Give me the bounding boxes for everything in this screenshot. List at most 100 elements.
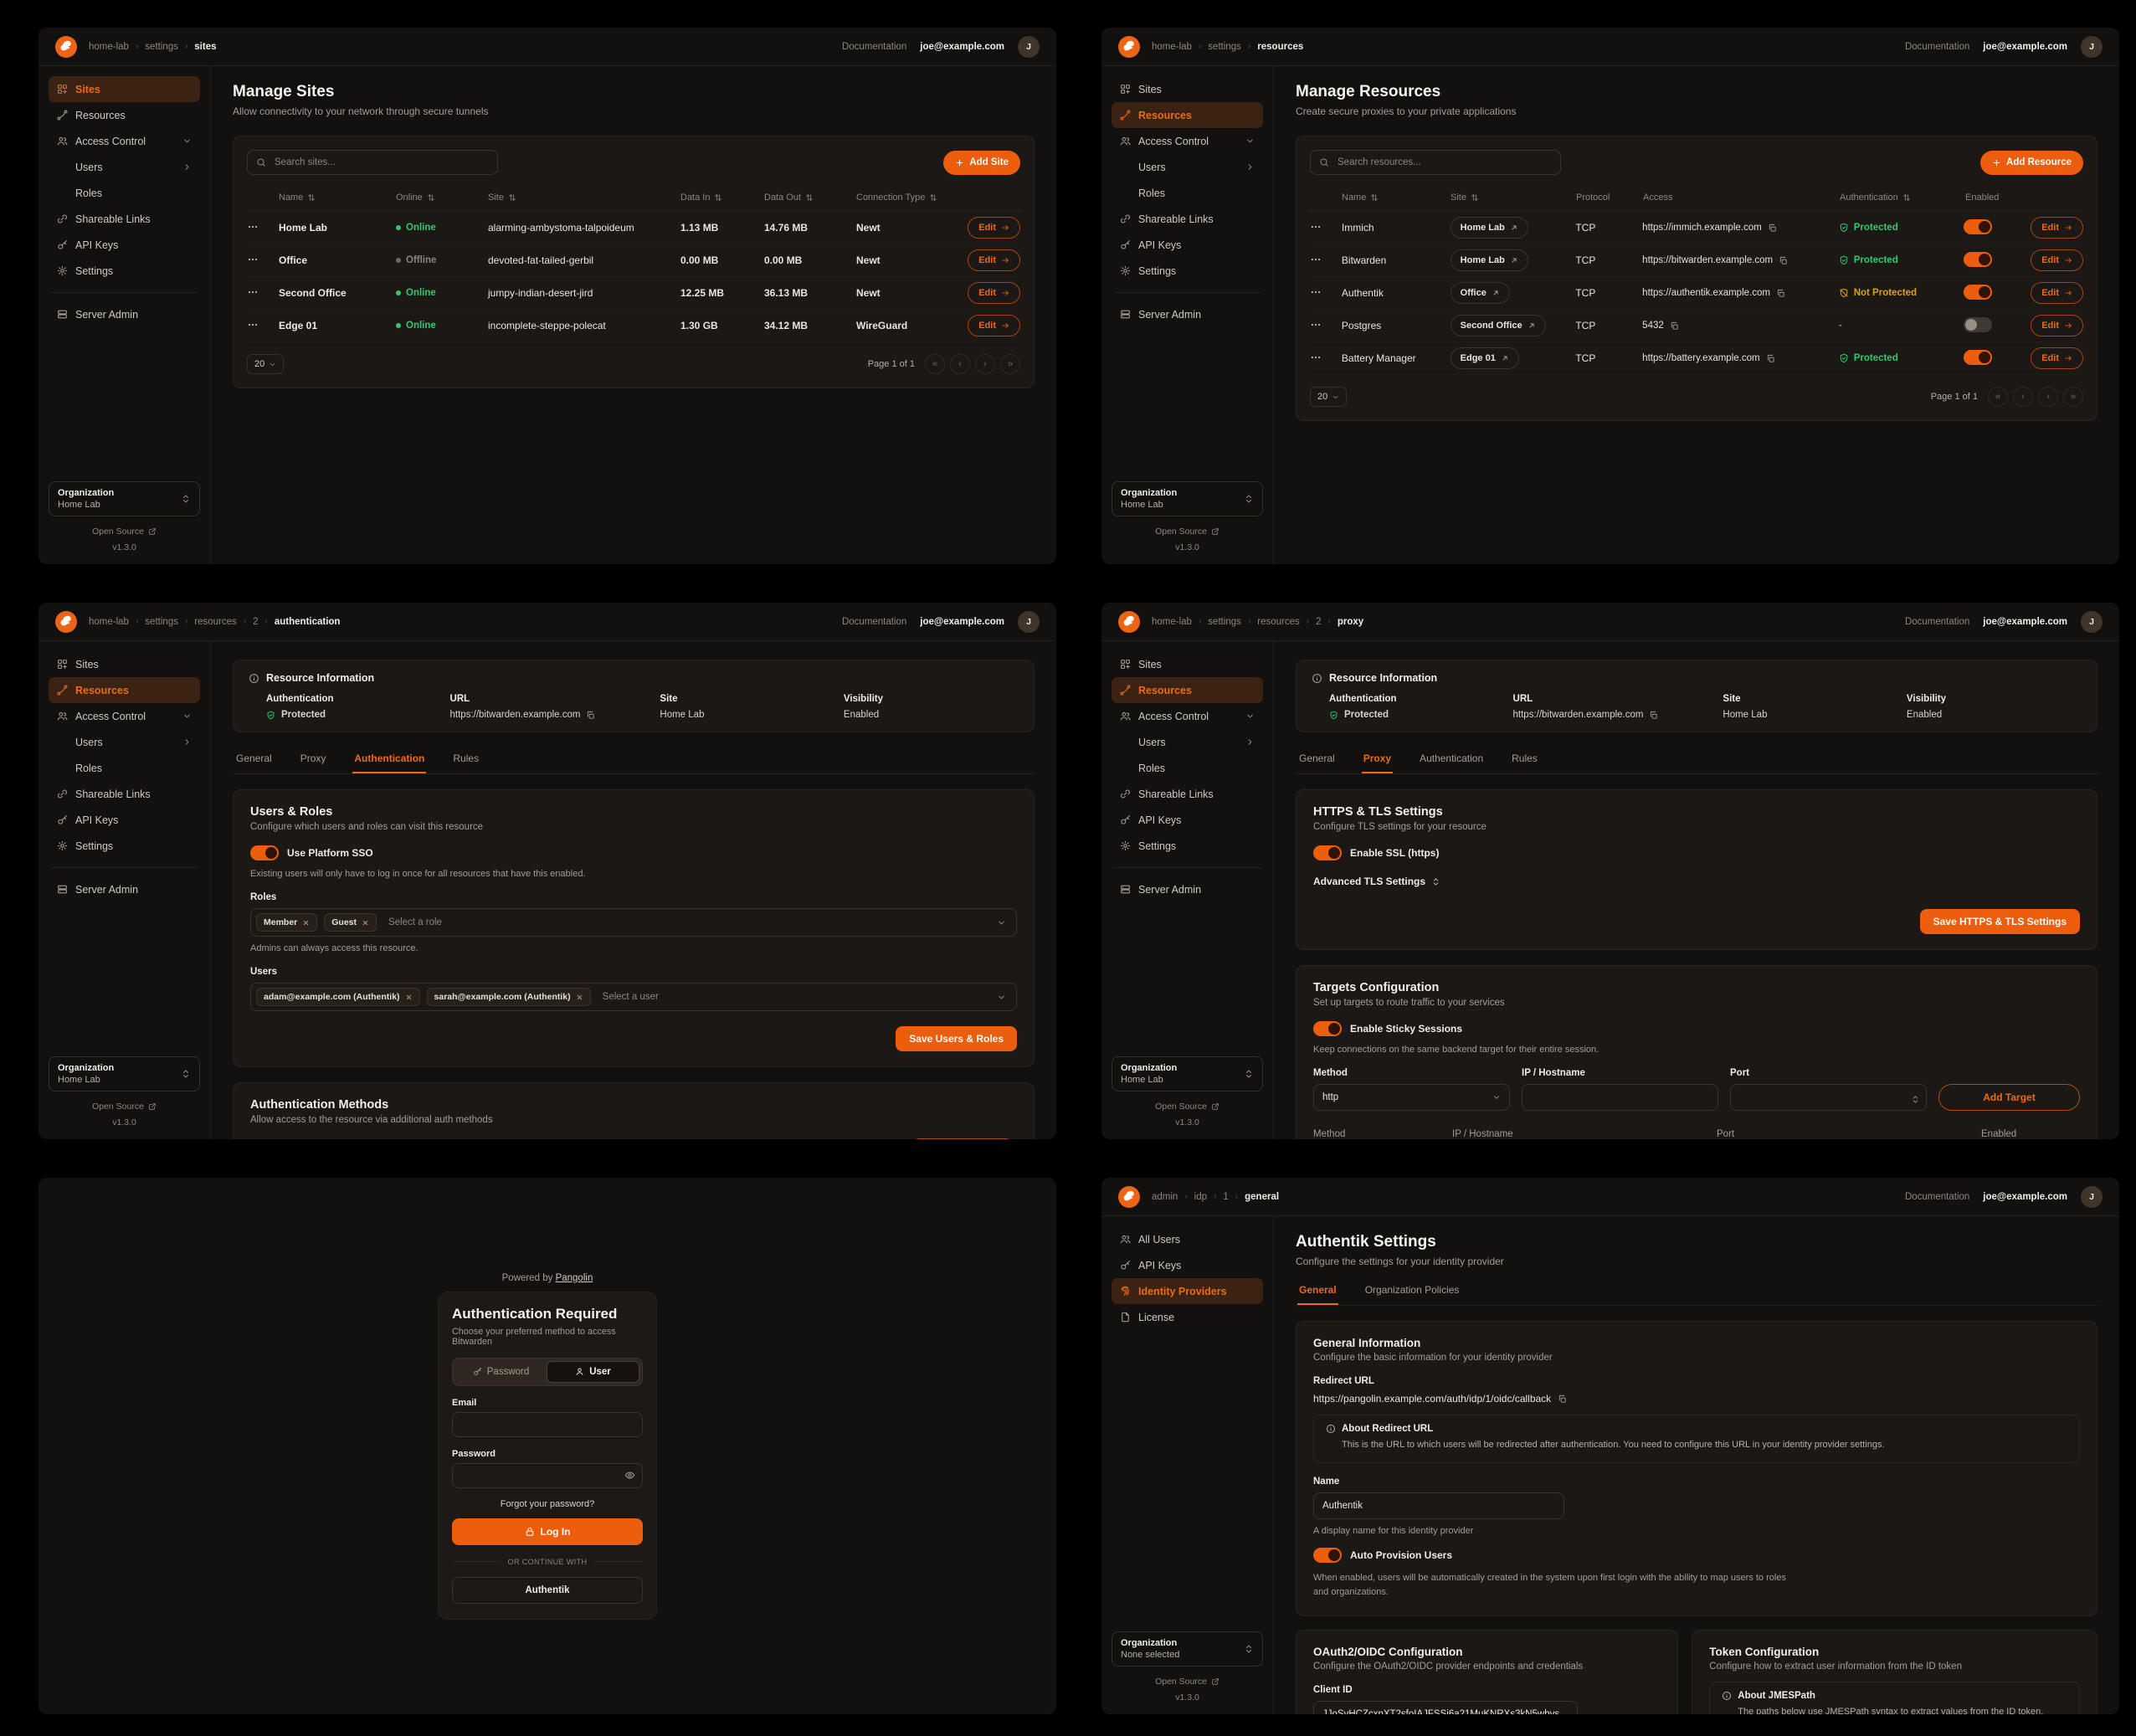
next-page-button[interactable]: › — [975, 354, 995, 374]
documentation-link[interactable]: Documentation — [841, 41, 907, 52]
avatar[interactable]: J — [2081, 1185, 2103, 1208]
password-field[interactable] — [452, 1462, 643, 1488]
col-site[interactable]: Site — [1451, 193, 1576, 203]
avatar[interactable]: J — [1018, 610, 1040, 633]
roles-multiselect[interactable]: Member Guest Select a role — [250, 908, 1017, 937]
organization-select[interactable]: Organization Home Lab — [49, 481, 200, 516]
copy-icon[interactable] — [1779, 256, 1788, 265]
site-link-pill[interactable]: Edge 01 — [1450, 347, 1519, 369]
authentik-sso-button[interactable]: Authentik — [452, 1576, 643, 1604]
avatar[interactable]: J — [1018, 35, 1040, 58]
sidebar-item-roles[interactable]: Roles — [1138, 762, 1165, 774]
add-resource-button[interactable]: Add Resource — [1980, 150, 2083, 175]
tab-authentication[interactable]: Authentication — [352, 747, 427, 773]
users-multiselect[interactable]: adam@example.com (Authentik) sarah@examp… — [250, 983, 1017, 1011]
sidebar-item-roles[interactable]: Roles — [75, 762, 102, 774]
page-size-select[interactable]: 20 — [247, 354, 285, 374]
sidebar-item-access-control[interactable]: Access Control — [1112, 128, 1263, 154]
tab-general[interactable]: General — [236, 752, 272, 764]
sidebar-item-sites[interactable]: Sites — [49, 76, 200, 102]
pangolin-logo-icon[interactable] — [1118, 36, 1140, 58]
close-icon[interactable] — [362, 919, 369, 927]
tab-user[interactable]: User — [547, 1360, 639, 1383]
tab-rules[interactable]: Rules — [453, 752, 480, 764]
col-name[interactable]: Name — [1342, 193, 1451, 203]
last-page-button[interactable]: » — [1000, 354, 1020, 374]
organization-select[interactable]: Organization Home Lab — [1112, 481, 1263, 516]
sidebar-item-api-keys[interactable]: API Keys — [49, 807, 200, 833]
copy-icon[interactable] — [1558, 1394, 1567, 1404]
remove-password-button[interactable]: Remove Password — [907, 1138, 1017, 1139]
tab-authentication[interactable]: Authentication — [1420, 752, 1484, 764]
forgot-password-link[interactable]: Forgot your password? — [500, 1498, 595, 1509]
pangolin-logo-icon[interactable] — [55, 611, 77, 633]
organization-select[interactable]: Organization Home Lab — [1112, 1056, 1263, 1091]
col-data-out[interactable]: Data Out — [764, 193, 856, 203]
sidebar-item-api-keys[interactable]: API Keys — [1112, 232, 1263, 258]
first-page-button[interactable]: « — [1988, 387, 2008, 407]
site-link-pill[interactable]: Office — [1450, 282, 1510, 304]
sidebar-item-resources[interactable]: Resources — [1112, 102, 1263, 128]
sidebar-item-users[interactable]: Users — [1112, 729, 1263, 755]
sidebar-item-settings[interactable]: Settings — [1112, 833, 1263, 859]
sidebar-item-server-admin[interactable]: Server Admin — [49, 301, 200, 327]
sidebar-item-sites[interactable]: Sites — [1112, 651, 1263, 677]
tab-general[interactable]: General — [1297, 1279, 1338, 1305]
breadcrumb-settings[interactable]: settings — [1208, 41, 1241, 52]
edit-button[interactable]: Edit — [968, 315, 1020, 336]
col-name[interactable]: Name — [279, 193, 396, 203]
log-in-button[interactable]: Log In — [452, 1518, 643, 1545]
copy-icon[interactable] — [1670, 321, 1679, 331]
sidebar-item-server-admin[interactable]: Server Admin — [1112, 876, 1263, 902]
first-page-button[interactable]: « — [925, 354, 945, 374]
enabled-toggle[interactable] — [1964, 284, 1993, 300]
enable-ssl-toggle[interactable] — [1313, 845, 1342, 860]
breadcrumb-settings[interactable]: settings — [145, 41, 178, 52]
pangolin-logo-icon[interactable] — [1118, 611, 1140, 633]
sidebar-item-roles[interactable]: Roles — [1138, 187, 1165, 199]
tab-proxy[interactable]: Proxy — [300, 752, 326, 764]
col-connection-type[interactable]: Connection Type — [856, 193, 965, 203]
open-source-link[interactable]: Open Source — [1155, 1102, 1207, 1112]
next-page-button[interactable]: › — [2038, 387, 2058, 407]
organization-select[interactable]: Organization Home Lab — [49, 1056, 200, 1091]
row-menu-button[interactable] — [247, 221, 279, 235]
sidebar-item-settings[interactable]: Settings — [49, 833, 200, 859]
pangolin-logo-icon[interactable] — [1118, 1186, 1140, 1208]
sidebar-item-api-keys[interactable]: API Keys — [1112, 807, 1263, 833]
documentation-link[interactable]: Documentation — [1904, 616, 1970, 627]
sidebar-item-api-keys[interactable]: API Keys — [49, 232, 200, 258]
client-id-input[interactable] — [1313, 1700, 1578, 1714]
enabled-toggle[interactable] — [1964, 218, 1993, 234]
avatar[interactable]: J — [2081, 610, 2103, 633]
organization-select[interactable]: Organization None selected — [1112, 1631, 1263, 1667]
sticky-sessions-toggle[interactable] — [1313, 1021, 1342, 1036]
avatar[interactable]: J — [2081, 35, 2103, 58]
sidebar-item-settings[interactable]: Settings — [1112, 258, 1263, 284]
breadcrumb-org[interactable]: home-lab — [1152, 41, 1192, 52]
site-link-pill[interactable]: Second Office — [1450, 315, 1546, 336]
copy-icon[interactable] — [1766, 354, 1775, 363]
tab-general[interactable]: General — [1299, 752, 1335, 764]
save-users-roles-button[interactable]: Save Users & Roles — [896, 1026, 1017, 1051]
close-icon[interactable] — [576, 994, 583, 1001]
sidebar-item-shareable-links[interactable]: Shareable Links — [49, 781, 200, 807]
open-source-link[interactable]: Open Source — [1155, 526, 1207, 537]
add-target-button[interactable]: Add Target — [1938, 1084, 2080, 1111]
tab-proxy[interactable]: Proxy — [1361, 747, 1394, 773]
sidebar-item-sites[interactable]: Sites — [1112, 76, 1263, 102]
edit-button[interactable]: Edit — [968, 217, 1020, 239]
col-authentication[interactable]: Authentication — [1840, 193, 1965, 203]
row-menu-button[interactable] — [1310, 352, 1342, 366]
copy-icon[interactable] — [1776, 289, 1785, 298]
col-online[interactable]: Online — [396, 193, 488, 203]
col-site[interactable]: Site — [488, 193, 680, 203]
save-https-tls-button[interactable]: Save HTTPS & TLS Settings — [1919, 909, 2080, 934]
copy-icon[interactable] — [1768, 223, 1777, 233]
enabled-toggle[interactable] — [1964, 251, 1993, 267]
row-menu-button[interactable] — [247, 254, 279, 268]
edit-button[interactable]: Edit — [2031, 282, 2083, 304]
tab-password[interactable]: Password — [455, 1361, 547, 1383]
edit-button[interactable]: Edit — [2031, 315, 2083, 336]
sidebar-item-shareable-links[interactable]: Shareable Links — [49, 206, 200, 232]
